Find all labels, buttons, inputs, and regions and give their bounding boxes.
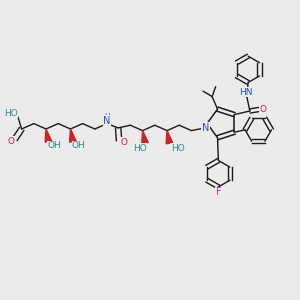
Text: OH: OH bbox=[47, 141, 61, 150]
Text: O: O bbox=[260, 105, 267, 114]
Text: OH: OH bbox=[72, 141, 86, 150]
Text: F: F bbox=[216, 187, 221, 197]
Text: HO: HO bbox=[4, 109, 18, 118]
Text: O: O bbox=[120, 137, 128, 146]
Text: HN: HN bbox=[239, 88, 252, 97]
Text: N: N bbox=[103, 116, 111, 126]
Text: O: O bbox=[7, 137, 14, 146]
Text: HO: HO bbox=[133, 143, 146, 152]
Text: N: N bbox=[202, 123, 209, 133]
Text: HO: HO bbox=[171, 143, 185, 152]
Polygon shape bbox=[70, 129, 76, 142]
Polygon shape bbox=[45, 129, 52, 142]
Polygon shape bbox=[142, 130, 148, 144]
Polygon shape bbox=[166, 130, 173, 144]
Text: H: H bbox=[104, 112, 110, 122]
